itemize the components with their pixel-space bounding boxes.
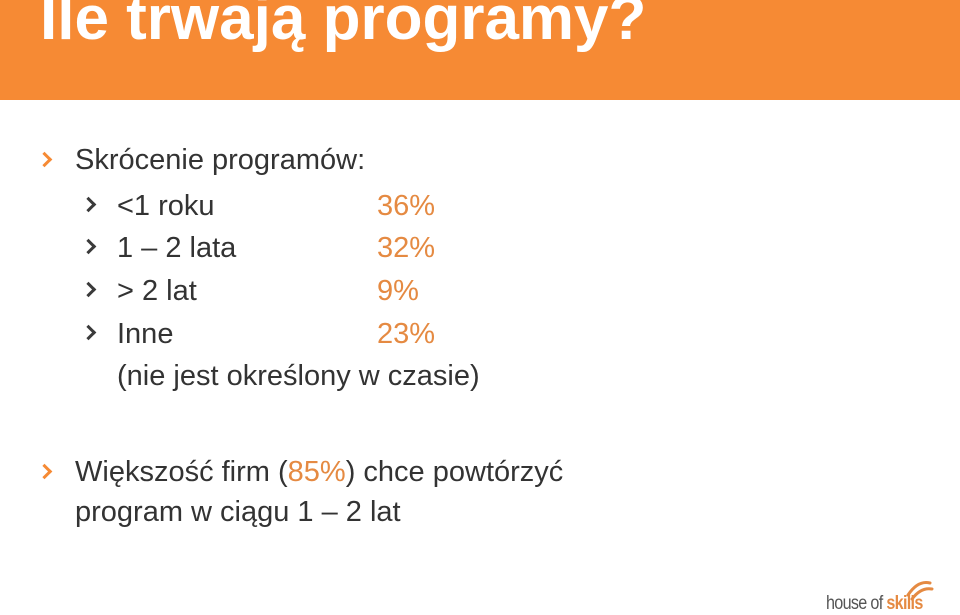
logo-text-skills: skills [886,593,923,614]
summary-text-before: Większość firm ( [75,456,288,488]
summary-highlight: 85% [287,456,346,488]
item-label-less-than-1-year: <1 roku [117,190,215,222]
summary-line-2: program w ciągu 1 – 2 lat [75,496,401,528]
item-value-1-2-years: 32% [377,232,436,264]
item-value-less-than-1-year: 36% [377,190,436,222]
slide-title: Ile trwają programy? [40,0,647,53]
summary-line-1: Większość firm (85%) chce powtórzyć [75,458,563,487]
item-label-1-2-years: 1 – 2 lata [117,232,237,264]
item-value-other: 23% [377,318,436,350]
logo-text: house of skills [826,594,923,613]
item-value-more-than-2-years: 9% [377,275,419,307]
summary-text-after: ) chce powtórzyć [345,456,564,488]
item-label-other: Inne [117,318,174,350]
house-of-skills-logo: house of skills [826,578,936,613]
item-note: (nie jest określony w czasie) [117,360,480,392]
item-label-more-than-2-years: > 2 lat [117,275,197,307]
logo-swoosh-icon [906,581,934,601]
logo-text-house-of: house of [826,593,887,614]
slide-header: Ile trwają programy? [0,0,960,100]
intro-text: Skrócenie programów: [75,144,366,176]
